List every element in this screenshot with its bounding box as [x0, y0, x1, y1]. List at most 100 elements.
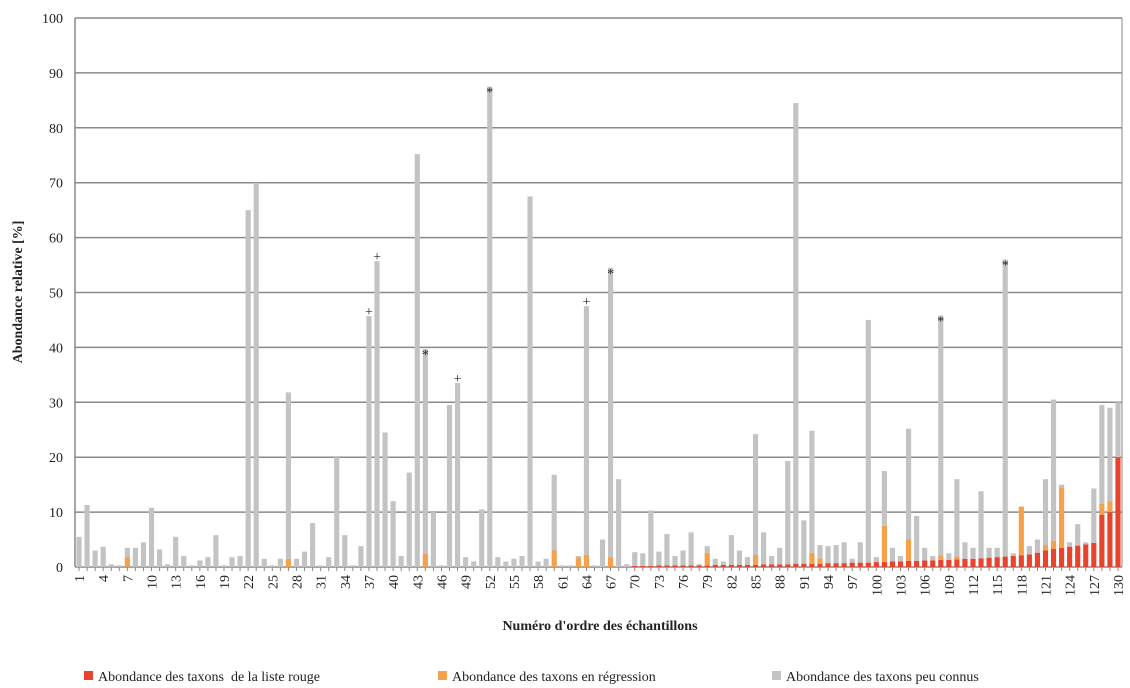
- bar-segment: [575, 557, 581, 567]
- bar-segment: [334, 457, 340, 567]
- bar-segment: [165, 564, 171, 567]
- bar-segment: [1034, 539, 1041, 553]
- x-tick-label: 121: [1039, 575, 1054, 596]
- bar-segment: [213, 535, 219, 567]
- bar-segment: [736, 564, 743, 567]
- bar-segment: [1067, 546, 1073, 567]
- bar-segment: [680, 565, 686, 567]
- bar-segment: [503, 561, 509, 567]
- bar-segment: [350, 565, 356, 567]
- x-tick-label: 10: [146, 575, 161, 589]
- bar-segment: [1107, 501, 1113, 513]
- x-tick-label: 55: [508, 575, 523, 589]
- bar-segment: [285, 392, 292, 559]
- bar-segment: [124, 557, 130, 567]
- bar-segment: [712, 558, 718, 565]
- legend-label: Abondance des taxons de la liste rouge: [98, 670, 320, 685]
- bar-segment: [76, 536, 82, 567]
- x-tick-label: 46: [435, 575, 450, 589]
- bar-segment: [245, 210, 251, 567]
- x-tick-label: 130: [1112, 575, 1127, 596]
- bar-segment: [237, 556, 243, 567]
- y-tick-label: 90: [49, 67, 63, 82]
- bar-segment: [978, 558, 984, 567]
- x-tick-label: 61: [556, 575, 571, 589]
- bar-segment: [938, 559, 944, 567]
- bar-segment: [648, 510, 654, 566]
- x-tick-label: 58: [532, 575, 547, 589]
- y-tick-label: 20: [49, 451, 63, 466]
- bar-segment: [527, 196, 533, 568]
- bar-segment: [833, 545, 839, 564]
- bar-segment: [930, 556, 936, 561]
- x-tick-label: 103: [895, 575, 910, 596]
- bar-segment: [1115, 402, 1121, 458]
- bar-segment: [938, 555, 944, 560]
- bar-segment: [326, 557, 332, 567]
- x-tick-label: 34: [339, 575, 354, 589]
- bar-segment: [84, 504, 90, 567]
- bar-segment: [744, 564, 751, 567]
- x-axis-title: Numéro d'ordre des échantillons: [502, 619, 698, 634]
- bar-segment: [181, 556, 187, 567]
- x-tick-label: 91: [798, 575, 813, 589]
- bar-segment: [720, 561, 726, 565]
- annotation: +: [373, 250, 381, 265]
- bar-segment: [688, 565, 694, 567]
- bar-segment: [881, 562, 887, 567]
- bar-segment: [1075, 524, 1081, 546]
- x-tick-label: 127: [1088, 575, 1103, 596]
- x-tick-label: 25: [266, 575, 281, 589]
- bar-segment: [414, 154, 420, 568]
- bar-segment: [1107, 407, 1113, 502]
- bar-segment: [914, 560, 920, 567]
- bar-segment: [769, 564, 775, 567]
- x-tick-label: 43: [411, 575, 426, 589]
- bar-segment: [1075, 545, 1081, 567]
- bar-segment: [656, 551, 662, 566]
- bar-segment: [922, 560, 928, 567]
- bar-segment: [793, 563, 799, 567]
- bar-segment: [479, 509, 485, 567]
- bar-segment: [914, 515, 920, 561]
- bar-segment: [124, 547, 130, 558]
- bar-segment: [1099, 405, 1105, 504]
- bar-segment: [197, 560, 203, 567]
- bar-segment: [422, 553, 428, 567]
- bar-segment: [849, 558, 855, 563]
- bar-segment: [1091, 488, 1097, 543]
- bar-segment: [616, 479, 622, 567]
- bar-segment: [656, 565, 662, 567]
- y-tick-label: 0: [56, 561, 63, 576]
- bar-segment: [1034, 552, 1041, 567]
- bar-segment: [285, 558, 292, 567]
- bar-segment: [833, 563, 839, 567]
- bar-segment: [342, 535, 348, 567]
- bar-segment: [229, 557, 235, 567]
- bar-segment: [1059, 484, 1065, 488]
- y-tick-label: 70: [49, 177, 63, 192]
- annotation: *: [422, 348, 429, 363]
- bar-segment: [704, 546, 710, 553]
- bar-segment: [962, 558, 968, 567]
- bar-segment: [374, 261, 380, 567]
- bar-segment: [583, 554, 589, 567]
- x-tick-label: 112: [967, 575, 982, 595]
- bar-segment: [720, 564, 726, 567]
- bar-segment: [1002, 259, 1008, 557]
- y-axis-title: Abondance relative [%]: [11, 221, 26, 364]
- bar-segment: [785, 461, 791, 565]
- bar-segment: [390, 501, 396, 567]
- bar-segment: [438, 565, 445, 567]
- bar-segment: [946, 553, 952, 560]
- bar-segment: [156, 549, 163, 567]
- legend-label: Abondance des taxons peu connus: [786, 670, 979, 685]
- bar-segment: [567, 565, 573, 567]
- bar-segment: [583, 306, 589, 555]
- bar-segment: [793, 103, 799, 564]
- bar-segment: [777, 564, 783, 567]
- bar-segment: [905, 539, 912, 561]
- bar-segment: [648, 565, 654, 567]
- bar-segment: [696, 565, 702, 567]
